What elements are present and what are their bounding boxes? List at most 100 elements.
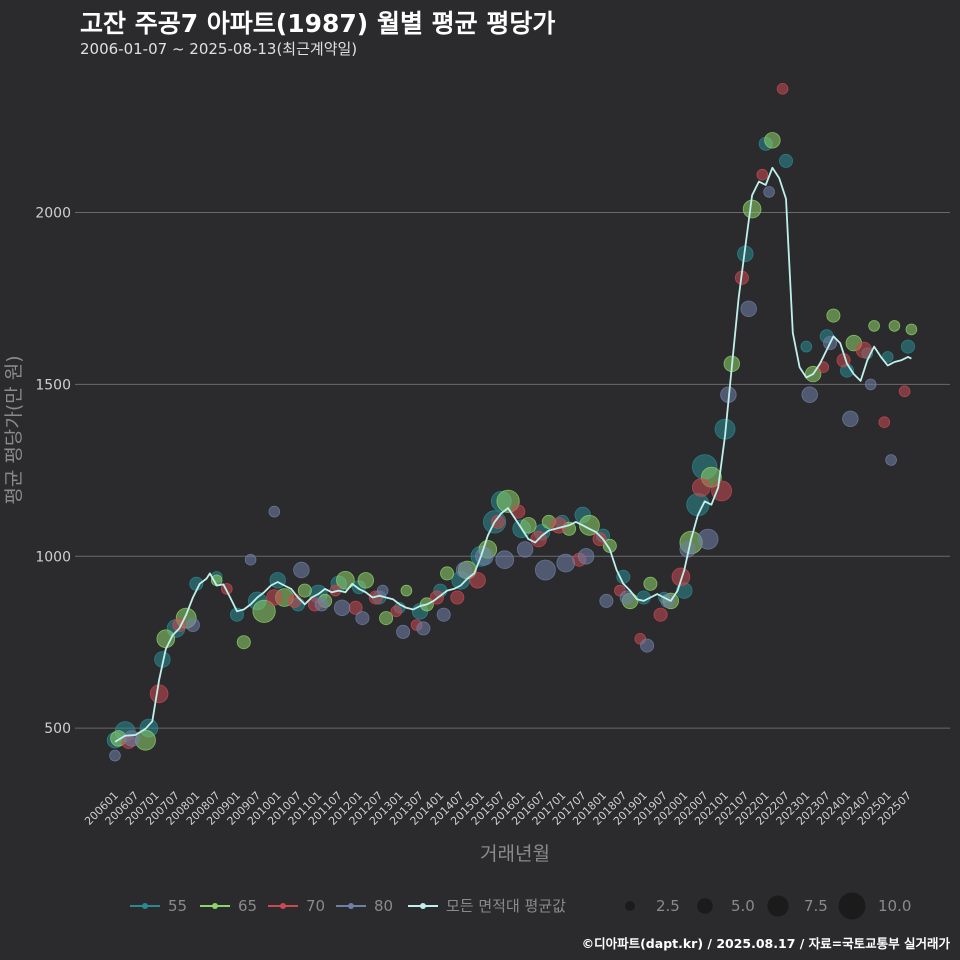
point-80-201902 xyxy=(640,638,655,653)
scatter-layer xyxy=(106,83,918,762)
point-80-201702 xyxy=(556,553,575,573)
point-65-201803 xyxy=(602,538,617,553)
point-65-202309 xyxy=(826,308,841,323)
average-line-layer xyxy=(114,166,912,743)
point-65-202503 xyxy=(888,320,901,332)
point-55-202207 xyxy=(779,153,794,168)
point-80-202108 xyxy=(740,300,757,318)
point-65-202203 xyxy=(764,132,781,149)
point-80-202008 xyxy=(697,528,719,550)
point-80-201408 xyxy=(455,561,473,579)
point-55-202301 xyxy=(800,340,813,353)
point-70-202006 xyxy=(691,478,711,497)
point-70-201412 xyxy=(469,572,486,589)
legend-size-marker-7.5 xyxy=(767,895,789,917)
average-line xyxy=(114,166,912,743)
point-65-201403 xyxy=(440,566,455,581)
legend-marker-s70 xyxy=(280,903,286,909)
point-80-202402 xyxy=(842,410,859,428)
point-80-202408 xyxy=(864,378,877,391)
legend-size-marker-10.0 xyxy=(838,892,866,920)
legend-label-s80: 80 xyxy=(374,897,393,915)
point-70-202506 xyxy=(898,385,911,398)
point-80-200912 xyxy=(268,505,281,518)
point-65-201303 xyxy=(400,584,413,597)
point-65-200903 xyxy=(236,635,251,650)
point-80-201802 xyxy=(599,593,614,608)
point-70-202412 xyxy=(878,416,891,429)
point-55-202501 xyxy=(881,351,894,363)
point-65-200704 xyxy=(156,629,176,649)
point-65-201903 xyxy=(643,576,658,591)
grid-layer xyxy=(75,212,950,729)
point-70-201006 xyxy=(287,593,302,608)
legend-size-label-5.0: 5.0 xyxy=(731,897,755,915)
point-65-201209 xyxy=(379,611,394,626)
point-70-201212 xyxy=(390,605,403,618)
point-80-201508 xyxy=(495,550,515,569)
point-65-200909 xyxy=(252,599,276,623)
point-80-201402 xyxy=(436,607,451,622)
point-65-201603 xyxy=(520,517,537,534)
point-80-200905 xyxy=(244,553,257,566)
legend-size-label-2.5: 2.5 xyxy=(656,897,680,915)
point-80-201308 xyxy=(416,621,431,636)
legend: 55 65 70 80 모든 면적대 평균값 2.5 5.0 7.5 10.0 xyxy=(130,892,911,920)
point-55-201901 xyxy=(636,590,651,605)
point-70-200702 xyxy=(149,684,169,704)
point-70-200912 xyxy=(266,589,283,606)
point-65-202409 xyxy=(868,320,880,332)
point-80-200712 xyxy=(185,618,200,633)
point-70-202012 xyxy=(711,480,732,502)
legend-marker-s55 xyxy=(142,903,148,909)
legend-label-s70: 70 xyxy=(306,897,325,915)
point-80-201602 xyxy=(516,541,534,558)
point-70-201506 xyxy=(490,514,505,529)
point-55-200901 xyxy=(229,607,244,622)
point-80-201302 xyxy=(396,624,411,639)
point-55-202005 xyxy=(686,493,710,517)
point-70-201612 xyxy=(550,517,568,534)
x-axis-label: 거래년월 xyxy=(480,843,550,865)
point-80-201008 xyxy=(293,561,310,579)
chart-subtitle: 2006-01-07 ~ 2025-08-13(최근계약일) xyxy=(80,40,358,58)
legend-marker-avg xyxy=(420,903,426,909)
point-80-201108 xyxy=(333,599,351,617)
y-axis-label: 평균 평당가(만 원) xyxy=(3,355,25,504)
y-tick-label-1000: 1000 xyxy=(35,549,71,565)
point-70-201906 xyxy=(653,607,668,622)
point-80-202502 xyxy=(885,454,897,466)
point-70-201912 xyxy=(671,567,691,587)
point-80-202302 xyxy=(801,386,818,403)
point-65-202109 xyxy=(742,199,762,219)
y-tick-label-2000: 2000 xyxy=(35,206,71,222)
point-80-200601 xyxy=(109,749,121,762)
point-65-201109 xyxy=(336,570,355,590)
y-tick-labels: 500 1000 1500 2000 xyxy=(35,206,71,738)
point-80-201708 xyxy=(577,548,595,565)
credit-line: ©디아파트(dapt.kr) / 2025.08.17 / 자료=국토교통부 실… xyxy=(581,936,950,951)
legend-size-label-10.0: 10.0 xyxy=(878,897,911,915)
chart-title: 고잔 주공7 아파트(1987) 월별 평균 평당가 xyxy=(80,9,556,38)
point-80-201208 xyxy=(376,584,389,597)
point-80-202202 xyxy=(763,186,775,198)
point-65-201203 xyxy=(357,572,375,589)
point-70-201512 xyxy=(511,504,526,519)
point-80-201102 xyxy=(314,597,329,612)
point-70-202112 xyxy=(756,168,769,181)
point-70-202206 xyxy=(776,83,789,95)
legend-label-avg: 모든 면적대 평균값 xyxy=(446,897,566,915)
x-tick-labels: 2006012006072007012007072008012008072009… xyxy=(82,789,914,828)
point-65-201009 xyxy=(297,583,312,598)
legend-size-marker-5.0 xyxy=(697,898,713,914)
legend-label-s65: 65 xyxy=(238,897,257,915)
y-tick-label-500: 500 xyxy=(44,721,71,737)
legend-size-marker-2.5 xyxy=(625,901,635,911)
legend-marker-s80 xyxy=(348,903,354,909)
y-tick-label-1500: 1500 xyxy=(35,377,71,393)
legend-size-label-7.5: 7.5 xyxy=(804,897,828,915)
legend-marker-s65 xyxy=(212,903,218,909)
legend-label-s55: 55 xyxy=(168,897,187,915)
point-70-201712 xyxy=(592,532,607,547)
